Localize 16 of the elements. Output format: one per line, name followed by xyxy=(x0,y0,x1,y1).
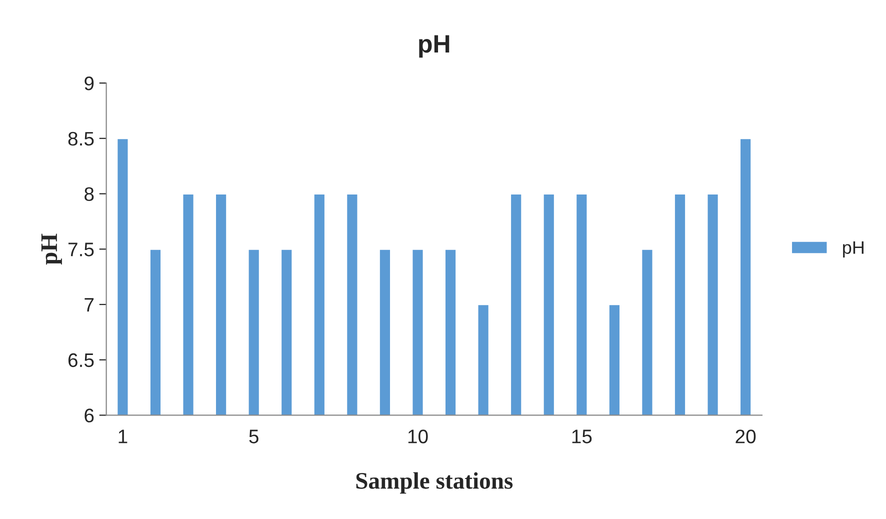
y-tick-label: 9 xyxy=(84,76,94,90)
y-tick-label: 7.5 xyxy=(68,242,94,256)
y-tick-label: 8 xyxy=(84,187,94,201)
y-tick-label: 7 xyxy=(84,298,94,312)
x-axis-title: Sample stations xyxy=(356,472,513,494)
x-tick-label: 20 xyxy=(736,430,756,444)
x-tick-label: 10 xyxy=(408,430,428,444)
x-tick-label: 5 xyxy=(249,430,258,444)
y-tick-label: 6 xyxy=(84,408,94,422)
legend-label: pH xyxy=(843,241,864,258)
y-axis-title: pH xyxy=(41,234,62,265)
y-tick-label: 6.5 xyxy=(68,353,94,368)
x-tick-label: 15 xyxy=(572,430,592,444)
chart-title: pH xyxy=(419,35,450,58)
y-tick-label: 8.5 xyxy=(68,132,94,146)
x-tick-label: 1 xyxy=(118,430,128,444)
